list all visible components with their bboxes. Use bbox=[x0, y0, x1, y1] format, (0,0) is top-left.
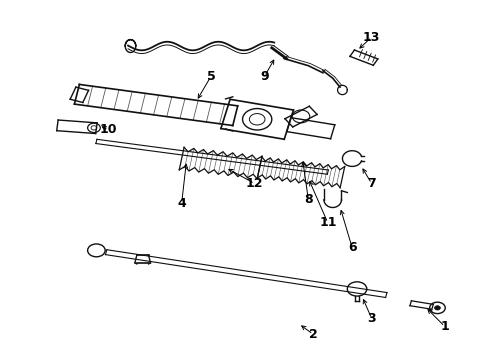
Text: 11: 11 bbox=[319, 216, 337, 229]
Text: 6: 6 bbox=[348, 241, 357, 255]
Text: 9: 9 bbox=[260, 70, 269, 83]
Text: 3: 3 bbox=[368, 312, 376, 325]
Text: 2: 2 bbox=[309, 328, 318, 341]
Text: 13: 13 bbox=[363, 31, 380, 44]
Text: 1: 1 bbox=[441, 320, 449, 333]
Circle shape bbox=[435, 306, 441, 310]
Text: 10: 10 bbox=[100, 123, 117, 136]
Text: 5: 5 bbox=[206, 70, 215, 83]
Text: 8: 8 bbox=[304, 193, 313, 206]
Text: 12: 12 bbox=[246, 177, 264, 190]
Text: 4: 4 bbox=[177, 197, 186, 210]
Text: 7: 7 bbox=[368, 177, 376, 190]
